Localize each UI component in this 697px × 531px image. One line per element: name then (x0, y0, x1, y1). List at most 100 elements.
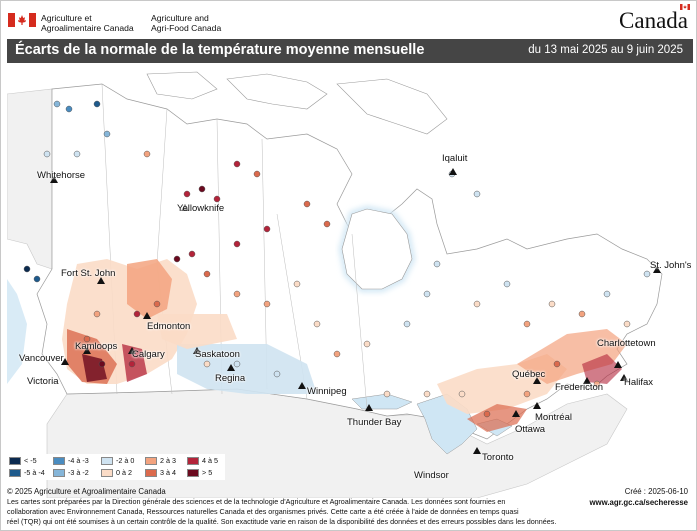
city-label-charlottetown: Charlottetown (597, 338, 656, 349)
station-dot (473, 190, 481, 198)
station-dot (578, 310, 586, 318)
department-name-en: Agriculture and Agri-Food Canada (151, 13, 221, 33)
station-dot (98, 360, 106, 368)
footer-note-line1: Les cartes sont préparées par la Directi… (7, 497, 506, 506)
station-dot (153, 300, 161, 308)
station-dot (643, 270, 651, 278)
station-dot (593, 380, 601, 388)
city-label-montreal: Montréal (535, 412, 572, 423)
wordmark-text: Canada (619, 8, 688, 33)
source-url[interactable]: www.agr.gc.ca/secheresse (589, 498, 688, 507)
station-dot (523, 320, 531, 328)
station-dot (93, 100, 101, 108)
map-area: Whitehorse Yellowknife Iqaluit Fort St. … (7, 64, 693, 498)
station-dot (53, 100, 61, 108)
station-dot (203, 270, 211, 278)
arctic-island-1 (226, 73, 328, 110)
city-label-winnipeg: Winnipeg (307, 386, 347, 397)
station-dot (173, 255, 181, 263)
station-dot (213, 195, 221, 203)
legend-swatch (145, 457, 157, 466)
station-dot (93, 310, 101, 318)
department-name-fr: Agriculture et Agroalimentaire Canada (41, 13, 134, 33)
footer-note-line2: collaboration avec Environnement Canada,… (7, 507, 519, 516)
station-dot (143, 150, 151, 158)
legend-label: 0 à 2 (116, 468, 132, 477)
city-label-iqaluit: Iqaluit (442, 153, 468, 164)
footer-note-line3: réel (TQR) qui ont été soumises à un cer… (7, 517, 557, 526)
legend-swatch (187, 469, 199, 478)
station-dot (43, 150, 51, 158)
footer-note: Les cartes sont préparées par la Directi… (7, 497, 567, 527)
legend-label: 2 à 3 (160, 456, 176, 465)
station-dot (293, 280, 301, 288)
station-dot (548, 300, 556, 308)
legend-item: -2 à 0 (101, 456, 134, 466)
department-fr-line1: Agriculture et (41, 13, 92, 23)
city-marker-calgary (128, 347, 136, 354)
department-fr-line2: Agroalimentaire Canada (41, 23, 134, 33)
city-label-halifax: Halifax (624, 377, 654, 388)
station-dot (503, 280, 511, 288)
legend-swatch (145, 469, 157, 478)
city-marker-winnipeg (298, 382, 306, 389)
city-label-windsor: Windsor (414, 470, 449, 481)
city-label-edmonton: Edmonton (147, 321, 191, 332)
station-dot (65, 105, 73, 113)
station-dot (333, 350, 341, 358)
station-dot (458, 390, 466, 398)
station-dot (188, 250, 196, 258)
legend-label: -2 à 0 (116, 456, 135, 465)
station-dots (23, 100, 651, 418)
city-label-calgary: Calgary (132, 349, 165, 360)
city-marker-fredericton (583, 377, 591, 384)
legend-item: 4 à 5 (187, 456, 218, 466)
city-marker-kamloops (83, 347, 91, 354)
city-marker-ottawa (512, 410, 520, 417)
station-dot (133, 310, 141, 318)
station-dot (273, 370, 281, 378)
legend-label: 4 à 5 (202, 456, 218, 465)
legend-swatch (101, 457, 113, 466)
pacific-water (7, 279, 27, 384)
anomaly-zone-2-3-quebec (517, 329, 627, 384)
city-markers (50, 168, 661, 454)
city-marker-edmonton (143, 312, 151, 319)
station-dot (233, 240, 241, 248)
city-marker-saskatoon (193, 347, 201, 354)
city-marker-charlottetown (614, 361, 622, 368)
city-label-st-johns: St. John's (650, 260, 692, 271)
legend-label: > 5 (202, 468, 213, 477)
legend-swatch (9, 469, 21, 478)
station-dot (263, 300, 271, 308)
station-dot (233, 160, 241, 168)
city-label-saskatoon: Saskatoon (195, 349, 240, 360)
city-marker-montreal (533, 402, 541, 409)
station-dot (83, 335, 91, 343)
city-marker-iqaluit (449, 168, 457, 175)
legend-item: -5 à -4 (9, 468, 45, 478)
station-dot (263, 225, 271, 233)
canada-map (7, 64, 693, 498)
title-bar: Écarts de la normale de la température m… (7, 39, 693, 63)
city-marker-quebec (533, 377, 541, 384)
city-marker-yellowknife (181, 204, 189, 211)
anomaly-zone-neg2-0-prairies (177, 344, 317, 394)
station-dot (33, 275, 41, 283)
station-dot (198, 185, 206, 193)
department-en-line2: Agri-Food Canada (151, 23, 222, 33)
legend-swatch (53, 457, 65, 466)
legend: < -5 -5 à -4 -4 à -3 -3 à -2 -2 à 0 0 à … (5, 454, 225, 480)
legend-item: -4 à -3 (53, 456, 89, 466)
station-dot (128, 360, 136, 368)
city-label-vancouver: Vancouver (19, 353, 64, 364)
station-dot (623, 320, 631, 328)
station-dot (73, 150, 81, 158)
legend-label: -4 à -3 (68, 456, 89, 465)
city-marker-whitehorse (50, 176, 58, 183)
station-dot (233, 290, 241, 298)
city-label-victoria: Victoria (27, 376, 59, 387)
wordmark-flag-icon (680, 4, 690, 10)
station-dot (403, 320, 411, 328)
